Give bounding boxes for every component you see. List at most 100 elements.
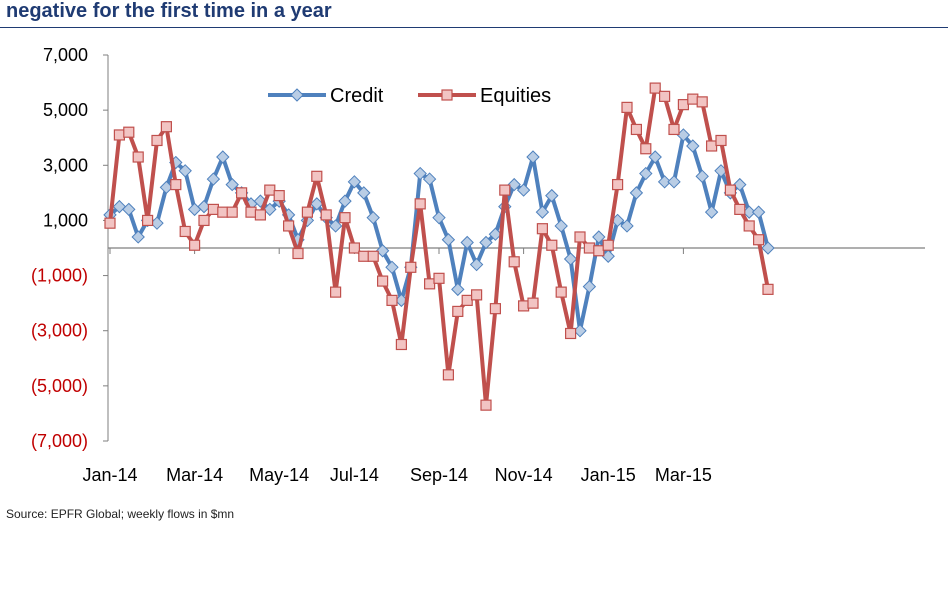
data-point-credit [507, 177, 521, 192]
data-point-equities [292, 247, 304, 260]
data-point-equities [377, 275, 389, 287]
data-point-equities [442, 369, 454, 381]
data-point-equities [386, 294, 398, 306]
data-point-equities [283, 220, 295, 232]
data-point-equities [489, 303, 501, 315]
y-axis-tick-labels: 7,000 5,000 3,000 1,000 (1,000) (3,000) (5,000… [31, 45, 88, 451]
data-point-credit [338, 194, 352, 208]
data-point-equities [715, 134, 727, 147]
data-point-equities [113, 129, 126, 141]
data-point-equities [499, 184, 511, 196]
chart-title: negative for the first time in a year [6, 0, 332, 22]
data-point-credit [657, 175, 672, 189]
data-point-equities [160, 121, 172, 133]
data-point-equities [123, 126, 135, 138]
data-point-equities [198, 214, 210, 227]
data-point-credit [545, 188, 559, 203]
series-line-equities [108, 86, 770, 408]
data-point-equities [405, 261, 417, 273]
data-point-equities [574, 231, 586, 243]
data-point-credit [526, 150, 540, 164]
data-point-credit [328, 219, 343, 233]
data-point-equities [301, 206, 313, 218]
x-tick-label: May-14 [249, 465, 309, 485]
data-point-equities [433, 272, 445, 284]
data-point-equities [339, 212, 351, 224]
data-point-equities [611, 178, 624, 191]
data-point-equities [395, 338, 407, 351]
data-point-equities [254, 209, 266, 221]
data-point-credit [225, 177, 239, 192]
data-point-equities [424, 278, 436, 290]
data-point-credit [751, 205, 766, 219]
y-tick-label: 1,000 [43, 210, 88, 230]
data-point-credit [432, 210, 446, 225]
data-point-equities [414, 198, 426, 210]
data-point-credit [206, 172, 221, 186]
data-point-credit [535, 205, 550, 219]
data-point-credit [469, 257, 484, 272]
x-tick-label: Sep-14 [410, 465, 468, 485]
data-point-equities [367, 250, 379, 262]
y-tick-label: (1,000) [31, 266, 88, 286]
title-divider [0, 27, 948, 28]
data-point-credit [122, 202, 136, 217]
data-point-credit [582, 279, 597, 294]
data-point-equities [480, 399, 492, 411]
legend-label: Equities [480, 85, 551, 107]
legend-item-equities: Equities [418, 85, 551, 107]
data-point-equities [179, 225, 191, 238]
data-point-equities [668, 123, 680, 136]
data-point-equities [104, 217, 116, 229]
data-point-equities [734, 203, 746, 215]
y-tick-label: (3,000) [31, 321, 88, 341]
data-point-equities [705, 140, 718, 152]
data-point-equities [264, 184, 276, 196]
data-point-equities [207, 203, 219, 215]
series-equities [104, 82, 774, 411]
data-point-credit [667, 175, 681, 189]
data-point-credit [451, 282, 465, 297]
data-point-equities [527, 297, 539, 309]
data-point-credit [178, 164, 192, 178]
data-point-equities [330, 286, 342, 298]
data-point-equities [696, 96, 708, 108]
data-point-credit [554, 219, 568, 233]
data-point-equities [752, 234, 765, 246]
data-point-credit [263, 202, 277, 217]
y-tick-label: 3,000 [43, 155, 88, 175]
legend-label: Credit [330, 85, 384, 107]
x-tick-label: Jan-15 [581, 465, 636, 485]
data-point-equities [593, 245, 605, 257]
x-tick-label: Mar-15 [655, 465, 712, 485]
data-point-equities [461, 294, 473, 306]
data-point-equities [517, 300, 530, 312]
data-point-equities [724, 184, 737, 196]
data-point-credit [357, 186, 371, 200]
series-credit [103, 128, 775, 338]
data-point-credit [310, 197, 324, 211]
data-point-equities [217, 206, 229, 218]
x-axis-tick-labels: Jan-14 Mar-14 May-14 Jul-14 Sep-14 Nov-14 Jan-… [82, 465, 711, 485]
data-point-credit [488, 227, 503, 241]
data-point-equities [555, 286, 567, 298]
y-tick-label: (7,000) [31, 431, 88, 451]
source-note: Source: EPFR Global; weekly flows in $mn [6, 507, 235, 521]
series-markers-equities [104, 82, 774, 411]
data-point-equities [358, 250, 370, 262]
data-point-equities [564, 327, 577, 340]
x-tick-label: Mar-14 [166, 465, 223, 485]
chart-axes [103, 54, 925, 442]
data-point-equities [583, 242, 596, 254]
data-point-equities [142, 214, 154, 227]
data-point-credit [347, 175, 362, 189]
series-layer [103, 82, 775, 411]
y-tick-label: (5,000) [31, 376, 88, 396]
data-point-equities [236, 187, 248, 199]
data-point-credit [441, 233, 456, 247]
data-point-credit [375, 244, 390, 258]
y-tick-label: 7,000 [43, 45, 88, 65]
data-point-equities [452, 305, 464, 318]
legend-swatch-marker [290, 88, 304, 102]
data-point-equities [602, 239, 614, 251]
